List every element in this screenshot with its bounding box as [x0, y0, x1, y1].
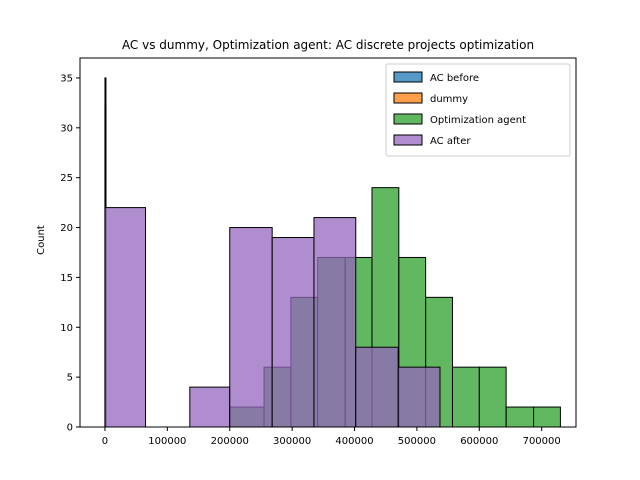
bar-3-6: [355, 346, 399, 428]
histogram-bars: [104, 77, 561, 428]
legend-label: AC before: [430, 73, 479, 84]
bar-3-0: [104, 207, 147, 428]
bar-2-9: [478, 366, 507, 428]
legend-label: AC after: [430, 136, 471, 147]
y-tick-label: 30: [60, 123, 73, 134]
bar-3-2: [189, 386, 231, 428]
series-ac-after: [104, 207, 441, 428]
legend-swatch: [393, 71, 423, 83]
bar-2-11: [533, 406, 561, 428]
legend-label: dummy: [430, 94, 468, 105]
bar-3-7: [397, 366, 441, 428]
x-tick-label: 700000: [523, 436, 561, 447]
legend-box: [385, 63, 571, 157]
x-tick-label: 600000: [460, 436, 498, 447]
bar-3-4: [271, 237, 315, 428]
y-tick-label: 5: [67, 373, 73, 384]
legend-swatch: [393, 134, 423, 146]
bar-2-8: [451, 366, 480, 428]
legend: AC before dummy Optimization agent AC after: [385, 63, 571, 157]
y-tick-label: 20: [60, 223, 73, 234]
x-tick-label: 0: [102, 436, 108, 447]
x-tick-label: 500000: [398, 436, 436, 447]
bar-3-5: [313, 217, 357, 428]
x-tick-label: 200000: [211, 436, 249, 447]
axes: 0 100000 200000 300000 400000 500000 600000 700…: [60, 57, 577, 447]
axes-frame: [79, 57, 577, 428]
y-tick-label: 10: [60, 323, 73, 334]
y-tick-label: 25: [60, 173, 73, 184]
y-tick-label: 0: [67, 423, 73, 434]
legend-label: Optimization agent: [430, 115, 526, 126]
y-tick-label: 15: [60, 273, 73, 284]
y-tick-label: 35: [60, 73, 73, 84]
bar-2-10: [505, 406, 535, 428]
x-tick-label: 400000: [335, 436, 373, 447]
legend-swatch: [393, 92, 423, 104]
x-tick-label: 300000: [273, 436, 311, 447]
x-tick-label: 100000: [148, 436, 186, 447]
legend-swatch: [393, 113, 423, 125]
bar-3-3: [229, 227, 273, 428]
y-axis-label: Count: [36, 225, 47, 255]
chart-title: AC vs dummy, Optimization agent: AC disc…: [122, 38, 534, 52]
